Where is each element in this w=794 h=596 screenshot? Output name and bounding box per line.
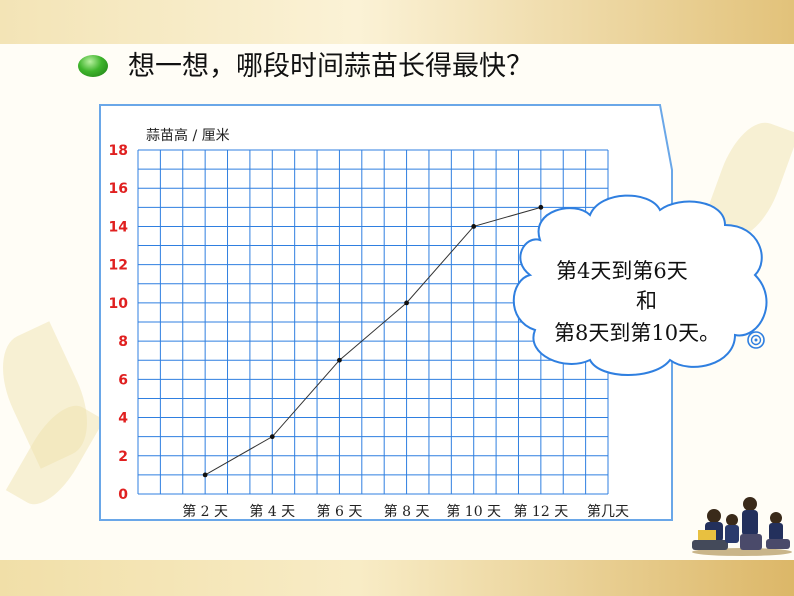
y-tick-label: 0	[118, 487, 128, 503]
question-text: 想一想，哪段时间蒜苗长得最快？	[128, 51, 533, 82]
y-tick-label: 2	[118, 449, 128, 465]
y-tick-label: 18	[109, 143, 128, 159]
y-tick-labels: 0 2 4 6 8 10 12 14 16 18	[109, 143, 129, 503]
data-point	[269, 434, 275, 440]
bubble-line-3: 第8天到第10天。	[554, 321, 721, 345]
data-point	[471, 224, 477, 229]
y-tick-label: 8	[118, 334, 128, 350]
data-point	[337, 357, 342, 363]
thought-cloud	[512, 194, 768, 376]
spiral-icon	[747, 331, 765, 349]
x-tick-label: 第 4 天	[249, 503, 295, 520]
y-tick-label: 12	[109, 258, 128, 274]
reading-children-icon	[692, 497, 792, 556]
x-tick-label: 第 2 天	[182, 503, 228, 520]
y-tick-label: 6	[118, 372, 128, 388]
data-point	[404, 300, 409, 306]
x-tick-label: 第几天	[587, 503, 629, 520]
data-points	[202, 204, 544, 478]
top-band	[0, 0, 794, 44]
x-tick-label: 第 12 天	[513, 503, 568, 520]
green-bullet-icon	[78, 55, 108, 77]
x-tick-labels: 第 2 天 第 4 天 第 6 天 第 8 天第 10 天第 12 天 第几天	[182, 503, 629, 520]
y-tick-label: 10	[109, 296, 129, 312]
x-tick-label: 第 10 天	[446, 503, 501, 520]
x-tick-label: 第 6 天	[317, 503, 363, 520]
series-line	[204, 206, 541, 476]
data-point	[202, 472, 208, 478]
x-tick-label: 第 8 天	[384, 503, 430, 520]
bubble-line-1: 第4天到第6天	[556, 259, 688, 283]
y-tick-label: 14	[109, 219, 129, 235]
chart-grid	[137, 149, 609, 495]
data-point	[538, 204, 544, 210]
bubble-line-2: 和	[636, 289, 657, 313]
y-tick-label: 16	[109, 181, 128, 197]
y-tick-label: 4	[118, 411, 128, 427]
bottom-band	[0, 560, 794, 596]
y-axis-label: 蒜苗高 / 厘米	[146, 127, 230, 144]
